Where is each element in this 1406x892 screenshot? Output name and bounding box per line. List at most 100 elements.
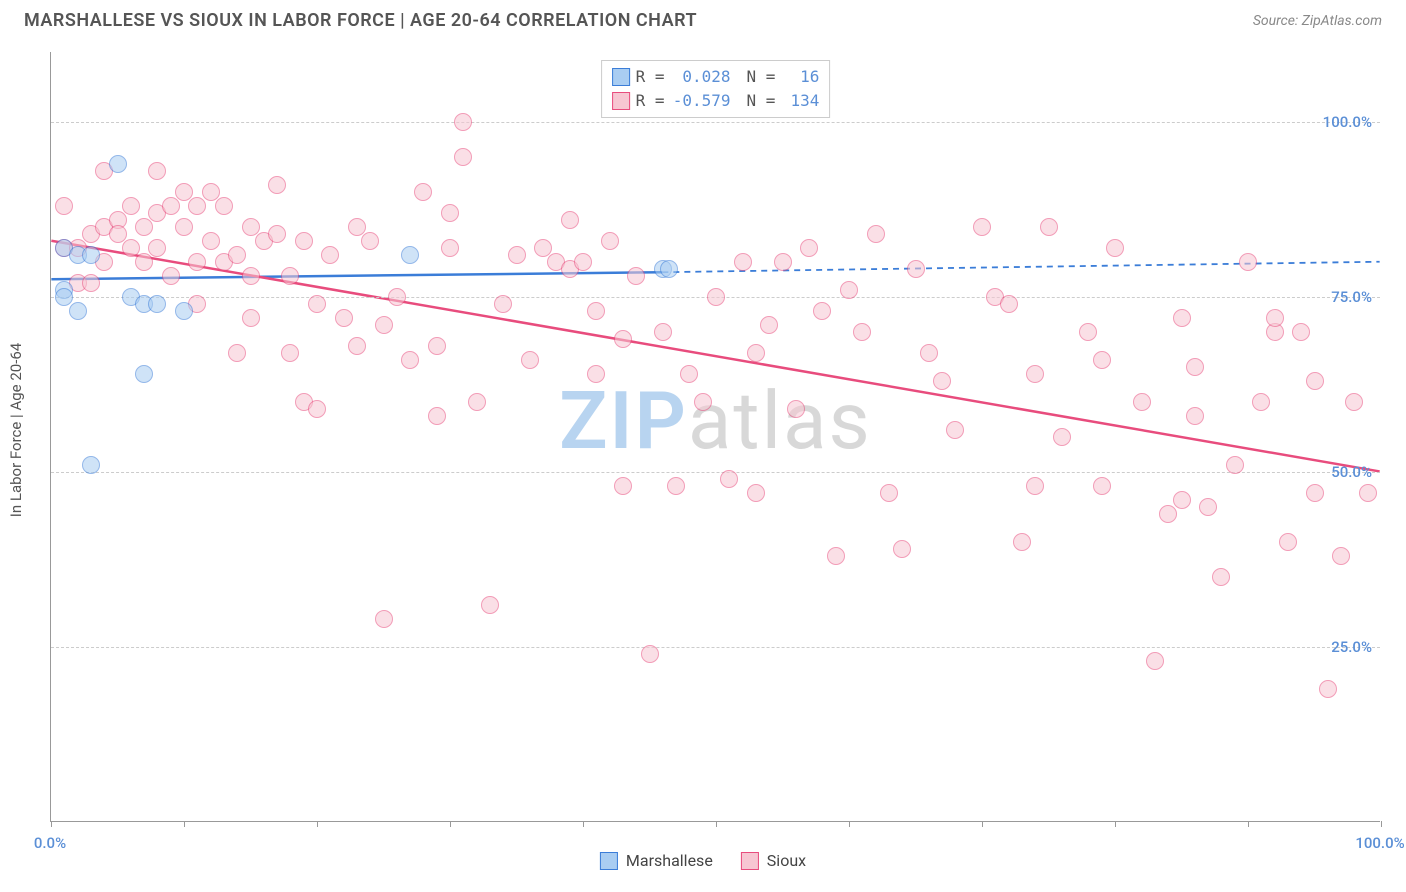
data-point [148,239,166,257]
data-point [660,260,678,278]
data-point [215,197,233,215]
data-point [787,400,805,418]
data-point [188,197,206,215]
legend-swatch [612,92,630,110]
data-point [1093,351,1111,369]
data-point [441,204,459,222]
chart-header: MARSHALLESE VS SIOUX IN LABOR FORCE | AG… [0,0,1406,37]
data-point [800,239,818,257]
x-tick [51,821,52,827]
data-point [55,197,73,215]
legend-n-label: N = [747,65,776,89]
data-point [162,197,180,215]
x-tick-label: 0.0% [34,834,66,852]
data-point [468,393,486,411]
chart-title: MARSHALLESE VS SIOUX IN LABOR FORCE | AG… [24,10,697,31]
data-point [627,267,645,285]
data-point [614,330,632,348]
data-point [614,477,632,495]
data-point [867,225,885,243]
data-point [268,176,286,194]
data-point [335,309,353,327]
legend-swatch [612,68,630,86]
data-point [401,246,419,264]
data-point [973,218,991,236]
data-point [561,211,579,229]
y-axis-label: In Labor Force | Age 20-64 [7,343,25,517]
data-point [774,253,792,271]
legend-n-value: 16 [781,65,819,89]
legend-r-label: R = [636,65,665,89]
data-point [880,484,898,502]
data-point [1292,323,1310,341]
x-tick [317,821,318,827]
grid-line [51,122,1380,123]
x-tick [450,821,451,827]
data-point [1026,365,1044,383]
data-point [242,267,260,285]
data-point [228,246,246,264]
data-point [1159,505,1177,523]
data-point [1345,393,1363,411]
data-point [308,295,326,313]
data-point [641,645,659,663]
legend-swatch [741,852,759,870]
trend-lines-layer [51,52,1380,821]
data-point [175,302,193,320]
data-point [281,344,299,362]
legend-r-label: R = [636,89,665,113]
x-tick-label: 100.0% [1355,834,1404,852]
data-point [707,288,725,306]
data-point [893,540,911,558]
watermark-zip: ZIP [559,374,688,468]
data-point [720,470,738,488]
x-tick [184,821,185,827]
data-point [1173,309,1191,327]
series-legend: Marshallese Sioux [600,851,806,870]
watermark: ZIPatlas [559,374,872,468]
legend-correlation-row: R =-0.579N =134 [612,89,820,113]
y-tick-label: 75.0% [1331,288,1372,306]
data-point [1212,568,1230,586]
data-point [428,337,446,355]
data-point [920,344,938,362]
legend-series-label: Sioux [767,851,806,870]
data-point [946,421,964,439]
data-point [375,610,393,628]
legend-series-item: Marshallese [600,851,713,870]
data-point [1106,239,1124,257]
legend-swatch [600,852,618,870]
watermark-atlas: atlas [688,374,872,468]
data-point [414,183,432,201]
data-point [348,337,366,355]
data-point [1319,680,1337,698]
data-point [1186,358,1204,376]
data-point [587,365,605,383]
data-point [69,302,87,320]
data-point [361,232,379,250]
data-point [933,372,951,390]
data-point [202,232,220,250]
data-point [454,148,472,166]
y-tick-label: 25.0% [1331,638,1372,656]
data-point [1279,533,1297,551]
y-tick-label: 50.0% [1331,463,1372,481]
data-point [601,232,619,250]
x-tick [583,821,584,827]
data-point [853,323,871,341]
data-point [428,407,446,425]
x-tick [982,821,983,827]
data-point [508,246,526,264]
trend-line-extrapolated [662,262,1379,272]
legend-correlation-row: R =0.028 N =16 [612,65,820,89]
data-point [747,484,765,502]
x-tick [849,821,850,827]
legend-r-value: 0.028 [671,65,731,89]
data-point [1093,477,1111,495]
data-point [494,295,512,313]
data-point [1332,547,1350,565]
data-point [1226,456,1244,474]
data-point [82,274,100,292]
data-point [188,253,206,271]
y-tick-label: 100.0% [1323,113,1372,131]
